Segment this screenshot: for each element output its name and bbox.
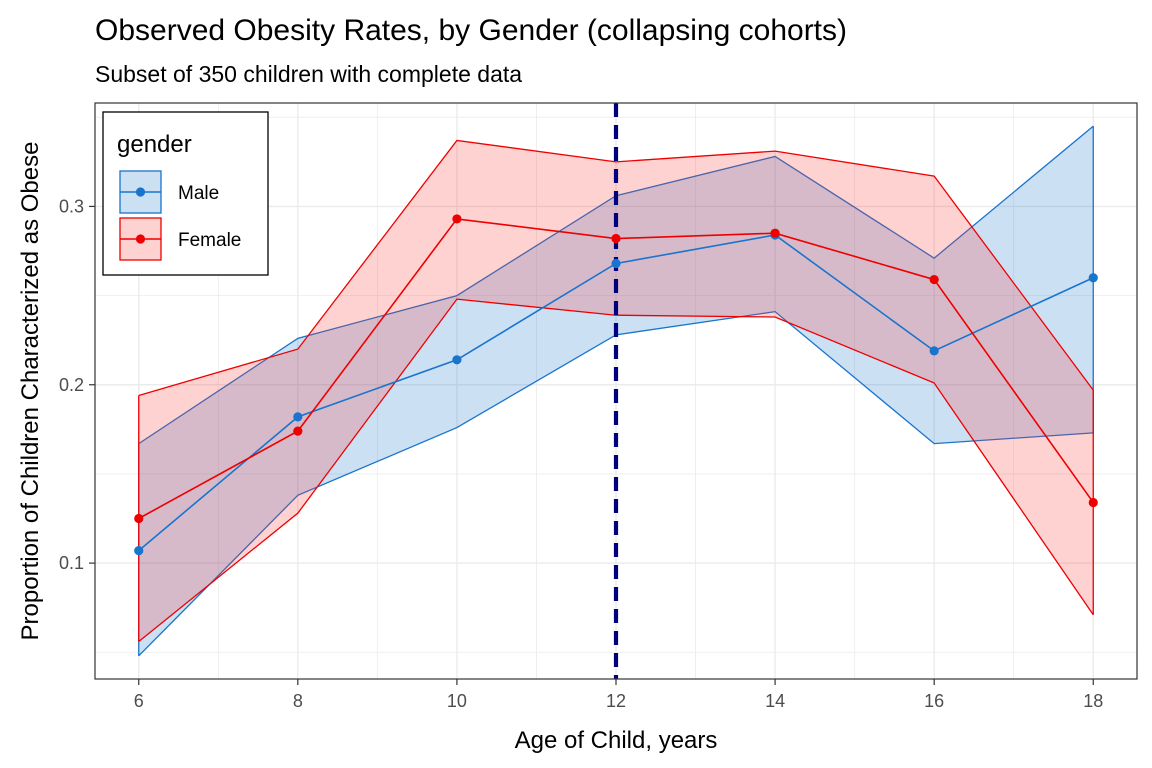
- female-ribbon: [138, 140, 1094, 642]
- male-legend-label: Male: [178, 183, 219, 204]
- female-legend-dot: [135, 234, 146, 244]
- series-points: [134, 214, 1098, 556]
- y-axis-ticks: 0.1 0.2 0.3: [59, 196, 95, 573]
- x-tick-label: 10: [447, 691, 467, 711]
- x-axis-title: Age of Child, years: [515, 727, 718, 754]
- y-tick-label: 0.3: [59, 196, 84, 216]
- y-tick-label: 0.1: [59, 553, 84, 573]
- legend: gender Male Female: [102, 111, 269, 276]
- female-point: [770, 228, 780, 238]
- female-point: [929, 274, 939, 285]
- x-tick-label: 6: [134, 691, 144, 711]
- chart-title: Observed Obesity Rates, by Gender (colla…: [95, 14, 847, 47]
- male-ribbon: [138, 126, 1094, 656]
- male-point: [611, 258, 621, 269]
- legend-box: [102, 111, 269, 276]
- male-point: [293, 412, 303, 422]
- x-tick-label: 14: [765, 691, 785, 711]
- x-tick-label: 16: [924, 691, 944, 711]
- male-point: [929, 346, 939, 356]
- x-tick-label: 12: [606, 691, 626, 711]
- male-legend-dot: [135, 187, 146, 197]
- x-axis-ticks: 6 8 10 12 14 16 18: [134, 679, 1103, 711]
- female-upper-bound: [138, 139, 1094, 397]
- female-point: [611, 233, 621, 244]
- legend-items: Male Female: [119, 170, 241, 261]
- female-legend-label: Female: [178, 230, 241, 251]
- female-point: [452, 214, 462, 224]
- female-point: [293, 426, 303, 436]
- female-point: [1088, 497, 1098, 508]
- y-tick-label: 0.2: [59, 375, 84, 395]
- x-tick-label: 8: [293, 691, 303, 711]
- chart-subtitle: Subset of 350 children with complete dat…: [95, 61, 522, 87]
- male-point: [1088, 273, 1098, 283]
- male-point: [452, 355, 462, 365]
- y-axis-title: Proportion of Children Characterized as …: [17, 142, 44, 641]
- x-tick-label: 18: [1083, 691, 1103, 711]
- male-point: [134, 546, 144, 556]
- female-lower-bound: [138, 298, 1094, 643]
- female-point: [134, 513, 144, 524]
- legend-title: gender: [117, 131, 192, 158]
